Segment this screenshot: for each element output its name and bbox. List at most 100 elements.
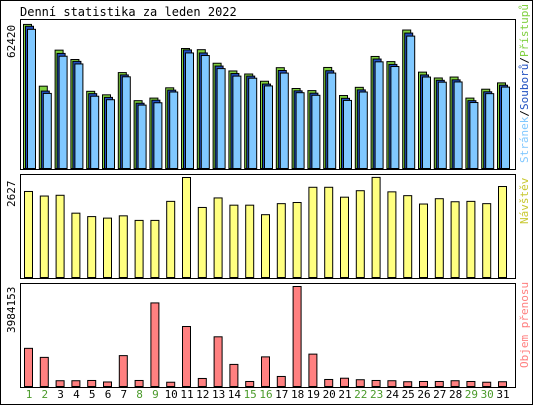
bar-visits-day-2 — [39, 195, 49, 278]
bar-volume-day-21 — [340, 377, 349, 388]
bar-visits-day-16 — [261, 214, 270, 278]
bar-visits-day-21 — [340, 196, 349, 278]
bar-volume-day-18 — [292, 286, 302, 387]
bar-stranky-day-12 — [200, 55, 210, 169]
bar-visits-day-25 — [403, 195, 413, 278]
legend-segment-1: / — [518, 110, 531, 117]
chart-title: Denní statistika za leden 2022 — [20, 5, 237, 19]
bar-visits-day-30 — [482, 203, 492, 278]
panel-visits-bars — [24, 176, 507, 279]
bar-stranky-day-28 — [453, 81, 463, 169]
bar-volume-day-1 — [24, 347, 33, 387]
bar-volume-day-17 — [276, 375, 286, 388]
day-label-11: 11 — [180, 388, 193, 401]
panel-volume-legend: Objem přenosu — [518, 282, 531, 368]
bar-stranky-day-25 — [406, 35, 416, 169]
bar-visits-day-22 — [355, 190, 365, 278]
bar-visits-day-7 — [118, 215, 128, 279]
panel-visits-legend: Návštěv — [518, 177, 531, 224]
bar-stranky-day-27 — [437, 81, 447, 169]
day-label-22: 22 — [354, 388, 367, 401]
panel-volume: 3984153 Objem přenosu — [5, 282, 531, 388]
bar-stranky-day-19 — [311, 94, 321, 169]
bar-stranky-day-6 — [106, 99, 115, 169]
bar-visits-day-3 — [55, 194, 65, 278]
bar-stranky-day-10 — [169, 91, 179, 169]
day-label-20: 20 — [323, 388, 336, 401]
bar-stranky-day-4 — [74, 63, 84, 169]
panel-visits-max-label: 2627 — [5, 181, 18, 208]
bar-visits-day-28 — [450, 201, 460, 278]
bar-visits-day-1 — [24, 190, 33, 278]
bar-volume-day-24 — [387, 380, 397, 388]
bar-volume-day-12 — [197, 377, 207, 387]
bar-volume-day-16 — [261, 356, 270, 387]
bar-visits-day-12 — [197, 206, 207, 278]
bar-volume-day-13 — [213, 336, 223, 387]
bar-stranky-day-22 — [358, 91, 368, 169]
day-label-21: 21 — [338, 388, 351, 401]
bar-visits-day-17 — [276, 203, 286, 278]
bar-volume-day-8 — [134, 379, 144, 388]
day-label-17: 17 — [275, 388, 288, 401]
day-label-7: 7 — [120, 388, 127, 401]
bar-stranky-day-14 — [232, 75, 242, 169]
day-label-13: 13 — [212, 388, 225, 401]
bar-volume-day-20 — [324, 378, 334, 388]
day-label-10: 10 — [165, 388, 178, 401]
bar-stranky-day-24 — [390, 66, 400, 169]
legend-segment-2: Souborů — [518, 64, 531, 110]
day-label-12: 12 — [196, 388, 209, 401]
day-label-28: 28 — [449, 388, 462, 401]
day-label-8: 8 — [136, 388, 143, 401]
bar-stranky-day-8 — [137, 104, 147, 169]
bar-stranky-day-5 — [90, 95, 100, 169]
bar-visits-day-31 — [498, 186, 507, 278]
x-axis-day-labels: 1 2 3 4 5 6 7 8 9 10 11 12 13 14 15 16 17 18 19 20 21 22 23 24 2… — [26, 388, 510, 401]
bar-volume-day-9 — [150, 302, 160, 388]
bar-volume-day-15 — [245, 380, 255, 387]
bar-volume-day-25 — [403, 381, 413, 388]
bar-visits-day-24 — [387, 191, 397, 278]
day-label-29: 29 — [465, 388, 478, 401]
bar-stranky-day-2 — [42, 92, 52, 169]
bar-volume-day-19 — [308, 353, 318, 388]
bar-volume-day-27 — [434, 380, 444, 387]
bar-stranky-day-7 — [121, 76, 131, 169]
bar-visits-day-14 — [229, 204, 239, 278]
panel-hits-legend: Stránek/Souborů/Přístupů — [518, 4, 531, 163]
bar-stranky-day-21 — [343, 99, 352, 169]
bar-visits-day-26 — [419, 203, 428, 278]
bar-visits-day-9 — [150, 219, 160, 279]
day-label-30: 30 — [481, 388, 494, 401]
bar-volume-day-29 — [466, 380, 476, 387]
day-label-19: 19 — [307, 388, 320, 401]
day-label-24: 24 — [386, 388, 400, 401]
bar-volume-day-30 — [482, 381, 492, 387]
day-label-31: 31 — [496, 388, 509, 401]
bar-volume-day-31 — [498, 381, 507, 388]
bar-visits-day-5 — [87, 216, 97, 278]
day-label-2: 2 — [41, 388, 48, 401]
bar-stranky-day-29 — [469, 102, 479, 169]
bar-visits-day-27 — [434, 198, 444, 278]
day-label-6: 6 — [105, 388, 112, 401]
panel-visits: 2627 Návštěv — [5, 174, 531, 279]
day-label-18: 18 — [291, 388, 304, 401]
bar-volume-day-5 — [87, 379, 97, 388]
panel-hits: 62420 Stránek/Souborů/Přístupů — [5, 4, 531, 170]
day-label-27: 27 — [433, 388, 446, 401]
bar-stranky-day-20 — [327, 72, 337, 169]
bar-volume-day-2 — [39, 356, 49, 387]
panel-hits-bars — [23, 23, 510, 170]
panel-volume-frame — [20, 283, 516, 388]
bar-volume-day-22 — [355, 379, 365, 387]
panel-hits-frame — [20, 19, 516, 170]
bar-volume-day-11 — [182, 326, 191, 387]
day-label-23: 23 — [370, 388, 383, 401]
day-label-14: 14 — [228, 388, 242, 401]
bar-stranky-day-26 — [422, 76, 431, 169]
bar-stranky-day-13 — [216, 68, 226, 169]
panel-volume-bars — [24, 286, 507, 388]
